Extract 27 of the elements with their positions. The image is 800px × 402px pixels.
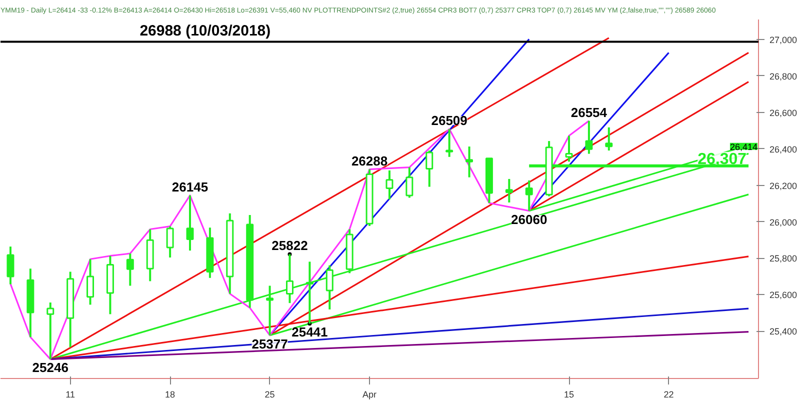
x-tick-label: 25 [264,390,275,400]
x-tick-label: 15 [564,390,574,400]
annotation: 26,414 [730,142,758,152]
data-label: 26145 [172,179,208,194]
data-label: 25822 [272,238,308,254]
data-label: 25246 [32,360,68,376]
y-tick-label: 27,000 [770,35,798,46]
data-label: 25377 [252,336,288,352]
x-tick-label: 18 [165,390,176,400]
data-label: 26288 [351,153,388,168]
y-tick-label: 26,400 [770,144,798,154]
y-tick-label: 26,600 [770,108,798,118]
x-tick-label: Apr [362,390,377,400]
y-tick-label: 26,200 [770,180,798,191]
y-tick-label: 25,400 [770,326,798,337]
x-tick-label: 22 [664,390,674,400]
ref-line-label: 26988 (10/03/2018) [140,22,271,40]
data-label: 26554 [570,104,608,120]
y-tick-label: 25,600 [770,290,798,300]
y-tick-label: 26,000 [770,217,798,228]
y-tick-label: 25,800 [770,254,798,264]
data-label: 26509 [431,113,468,128]
data-label: 25441 [292,324,328,340]
y-tick-label: 26,800 [770,71,798,82]
x-tick-label: 11 [66,390,75,400]
legend-label: 26,307 [698,150,747,168]
data-label: 26060 [511,212,548,227]
